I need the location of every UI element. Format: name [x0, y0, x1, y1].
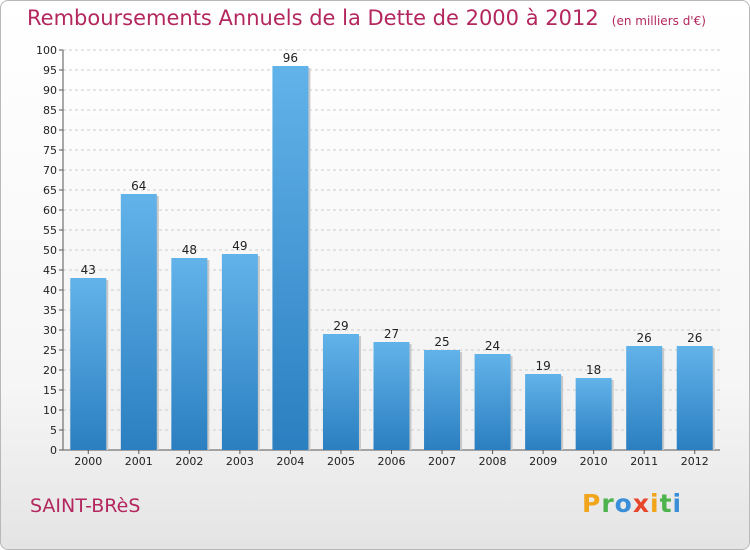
- bar-value-label: 48: [182, 243, 197, 257]
- x-tick-label: 2008: [479, 455, 507, 468]
- y-tick-label: 15: [43, 384, 57, 397]
- x-tick-label: 2002: [175, 455, 203, 468]
- bars: 43 64 48 49 96 29 27 25 24 19 18 26 26: [70, 51, 715, 450]
- y-tick-label: 50: [43, 244, 57, 257]
- bar: [272, 66, 309, 450]
- bar-value-label: 27: [384, 327, 399, 341]
- y-tick-label: 90: [43, 84, 57, 97]
- bar-value-label: 25: [434, 335, 449, 349]
- x-axis-ticks: 2000 2001 2002 2003 2004 2005 2006 2007 2008 2009…: [74, 450, 709, 468]
- bar: [322, 334, 359, 450]
- bar: [424, 350, 461, 450]
- bar: [373, 342, 410, 450]
- y-tick-label: 95: [43, 64, 57, 77]
- x-tick-label: 2003: [226, 455, 254, 468]
- bar: [221, 254, 258, 450]
- x-tick-label: 2006: [378, 455, 406, 468]
- bar: [70, 278, 107, 450]
- y-tick-label: 85: [43, 104, 57, 117]
- x-tick-label: 2009: [529, 455, 557, 468]
- y-tick-label: 60: [43, 204, 57, 217]
- y-tick-label: 65: [43, 184, 57, 197]
- bar-value-label: 49: [232, 239, 247, 253]
- y-tick-label: 45: [43, 264, 57, 277]
- y-tick-label: 75: [43, 144, 57, 157]
- bar-value-label: 29: [333, 319, 348, 333]
- y-tick-label: 80: [43, 124, 57, 137]
- x-tick-label: 2012: [681, 455, 709, 468]
- bar: [525, 374, 562, 450]
- bar: [120, 194, 157, 450]
- y-tick-label: 0: [50, 444, 57, 457]
- bar-value-label: 19: [535, 359, 550, 373]
- bar-value-label: 64: [131, 179, 146, 193]
- y-tick-label: 35: [43, 304, 57, 317]
- y-tick-label: 70: [43, 164, 57, 177]
- bar: [575, 378, 612, 450]
- logo-letter: t: [659, 489, 673, 518]
- proxiti-logo: Proxiti: [582, 489, 682, 518]
- x-tick-label: 2004: [276, 455, 304, 468]
- x-tick-label: 2011: [630, 455, 658, 468]
- y-tick-label: 20: [43, 364, 57, 377]
- bar: [626, 346, 663, 450]
- x-tick-label: 2000: [74, 455, 102, 468]
- chart-title: Remboursements Annuels de la Dette de 20…: [27, 6, 706, 30]
- bar: [171, 258, 208, 450]
- y-axis-ticks: 0 5 10 15 20 25 30 35 40 45 50 55 60 65 70 75 80 85 90 95 10…: [36, 44, 63, 457]
- logo-letter: P: [582, 489, 602, 518]
- y-tick-label: 40: [43, 284, 57, 297]
- x-tick-label: 2007: [428, 455, 456, 468]
- logo-letter: i: [650, 489, 660, 518]
- y-tick-label: 55: [43, 224, 57, 237]
- logo-letter: x: [632, 489, 650, 518]
- chart-title-text: Remboursements Annuels de la Dette de 20…: [27, 6, 599, 30]
- x-tick-label: 2001: [125, 455, 153, 468]
- bar: [474, 354, 511, 450]
- y-tick-label: 100: [36, 44, 57, 57]
- y-tick-label: 30: [43, 324, 57, 337]
- logo-letter: i: [672, 489, 683, 518]
- bar: [676, 346, 713, 450]
- bar-value-label: 96: [283, 51, 298, 65]
- commune-name: SAINT-BRèS: [30, 495, 141, 517]
- bar-value-label: 18: [586, 363, 601, 377]
- y-tick-label: 5: [50, 424, 57, 437]
- y-tick-label: 10: [43, 404, 57, 417]
- logo-letter: r: [601, 489, 615, 518]
- x-tick-label: 2005: [327, 455, 355, 468]
- bar-value-label: 26: [637, 331, 652, 345]
- logo-letter: o: [614, 489, 633, 518]
- x-tick-label: 2010: [580, 455, 608, 468]
- chart-unit-note: (en milliers d'€): [611, 14, 706, 28]
- bar-value-label: 43: [81, 263, 96, 277]
- bar-value-label: 24: [485, 339, 500, 353]
- y-tick-label: 25: [43, 344, 57, 357]
- bar-value-label: 26: [687, 331, 702, 345]
